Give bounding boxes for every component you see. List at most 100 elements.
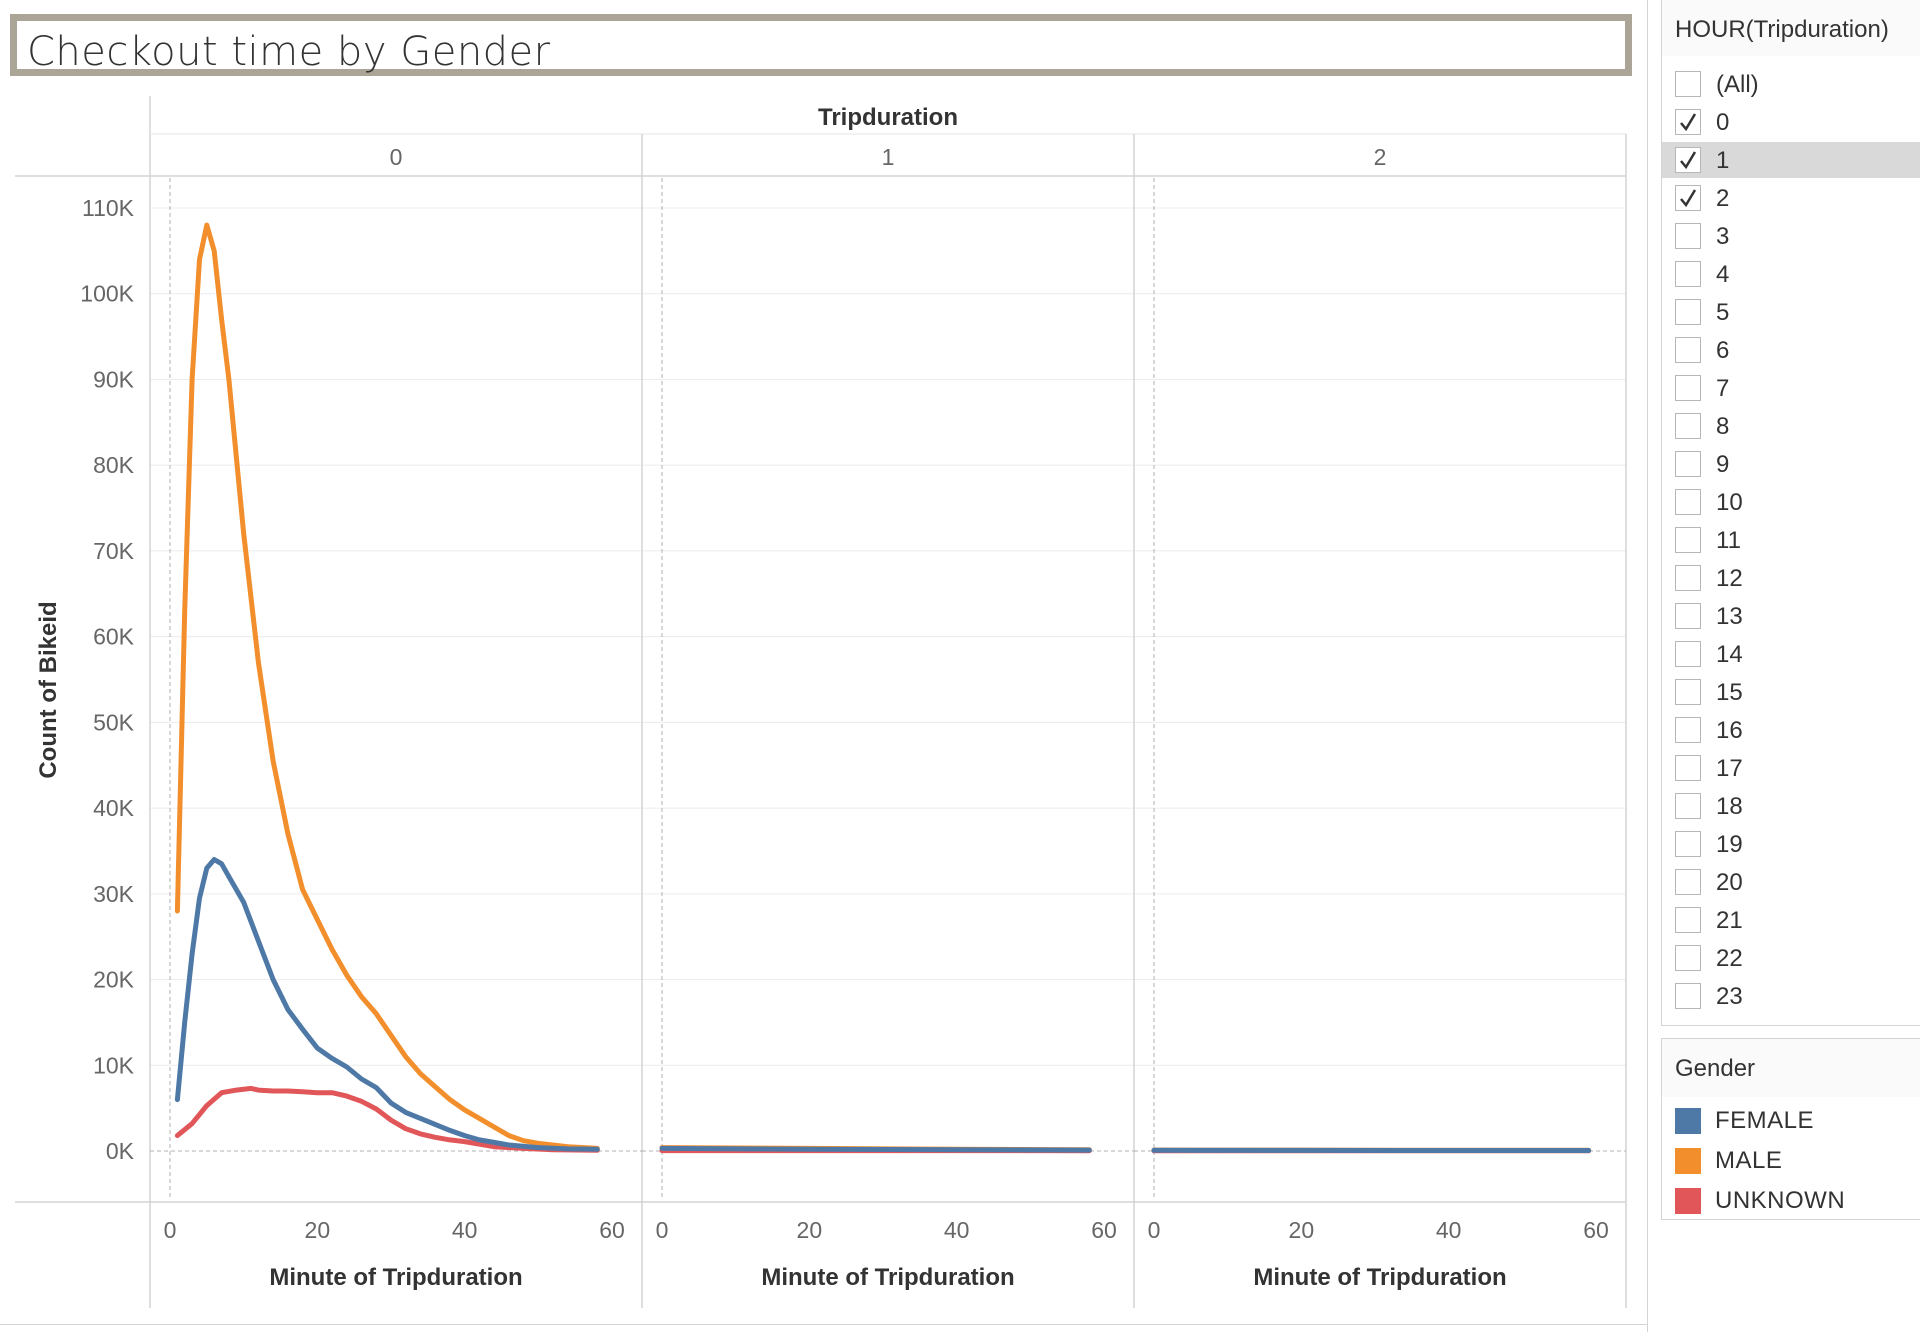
x-tick-label: 20: [1289, 1217, 1315, 1243]
hour-filter-label: 22: [1716, 945, 1743, 972]
hour-filter-label: 9: [1716, 451, 1730, 478]
panel-header: 0: [390, 144, 403, 170]
x-axis-title: Minute of Tripduration: [269, 1264, 522, 1291]
hour-filter-item[interactable]: 4: [1662, 256, 1920, 292]
hour-filter-label: 8: [1716, 413, 1730, 440]
horizontal-divider: [0, 1324, 1647, 1325]
checkbox[interactable]: [1675, 223, 1701, 249]
hour-filter-item[interactable]: 14: [1662, 636, 1920, 672]
hour-filter-label: 3: [1716, 223, 1730, 250]
hour-filter-label: 20: [1716, 869, 1743, 896]
hour-filter-item[interactable]: 2: [1662, 180, 1920, 216]
checkbox[interactable]: [1675, 641, 1701, 667]
hour-filter-label: 21: [1716, 907, 1743, 934]
checkbox[interactable]: [1675, 375, 1701, 401]
checkbox[interactable]: [1675, 299, 1701, 325]
hour-filter-label: 4: [1716, 261, 1730, 288]
checkbox[interactable]: [1675, 755, 1701, 781]
hour-filter-label: 12: [1716, 565, 1743, 592]
hour-filter-label: 16: [1716, 717, 1743, 744]
checkbox[interactable]: [1675, 945, 1701, 971]
legend-label: UNKNOWN: [1715, 1187, 1846, 1214]
checkbox[interactable]: [1675, 603, 1701, 629]
hour-filter-label: 19: [1716, 831, 1743, 858]
checkbox[interactable]: [1675, 527, 1701, 553]
checkbox[interactable]: [1675, 489, 1701, 515]
hour-filter-item[interactable]: 19: [1662, 826, 1920, 862]
hour-filter-item[interactable]: 0: [1662, 104, 1920, 140]
checkbox[interactable]: [1675, 109, 1701, 135]
hour-filter-item[interactable]: 7: [1662, 370, 1920, 406]
x-tick-label: 20: [305, 1217, 331, 1243]
hour-filter-label: 6: [1716, 337, 1730, 364]
hour-filter-item[interactable]: 18: [1662, 788, 1920, 824]
hour-filter-item[interactable]: 17: [1662, 750, 1920, 786]
checkmark-icon: [1680, 189, 1697, 208]
hour-filter-item[interactable]: 12: [1662, 560, 1920, 596]
hour-filter-item[interactable]: 1: [1662, 142, 1920, 178]
hour-filter-label: 23: [1716, 983, 1743, 1010]
hour-filter-item[interactable]: 10: [1662, 484, 1920, 520]
hour-filter-item[interactable]: 21: [1662, 902, 1920, 938]
hour-filter-item[interactable]: 3: [1662, 218, 1920, 254]
y-tick-label: 70K: [93, 538, 135, 564]
hour-filter-item[interactable]: 5: [1662, 294, 1920, 330]
series-line-female: [659, 1145, 1092, 1153]
x-tick-label: 40: [1436, 1217, 1462, 1243]
checkbox[interactable]: [1675, 793, 1701, 819]
checkbox[interactable]: [1675, 869, 1701, 895]
x-tick-label: 20: [797, 1217, 823, 1243]
hour-filter-label: 18: [1716, 793, 1743, 820]
y-tick-label: 30K: [93, 881, 135, 907]
hour-filter-item[interactable]: 15: [1662, 674, 1920, 710]
legend-swatch: [1675, 1108, 1701, 1134]
legend-swatch: [1675, 1188, 1701, 1214]
checkbox[interactable]: [1675, 907, 1701, 933]
hour-filter-item[interactable]: 22: [1662, 940, 1920, 976]
checkbox[interactable]: [1675, 679, 1701, 705]
checkbox[interactable]: [1675, 565, 1701, 591]
checkbox[interactable]: [1675, 451, 1701, 477]
panel-header: 1: [882, 144, 895, 170]
checkbox[interactable]: [1675, 717, 1701, 743]
hour-filter-item[interactable]: 23: [1662, 978, 1920, 1014]
hour-filter-label: 13: [1716, 603, 1743, 630]
hour-filter-label: 0: [1716, 109, 1730, 136]
x-axis-title: Minute of Tripduration: [1253, 1264, 1506, 1291]
hour-filter-item[interactable]: 9: [1662, 446, 1920, 482]
checkbox[interactable]: [1675, 831, 1701, 857]
hour-filter-label: 2: [1716, 185, 1730, 212]
hour-filter-item[interactable]: 13: [1662, 598, 1920, 634]
vertical-divider: [1647, 0, 1648, 1332]
checkbox[interactable]: [1675, 185, 1701, 211]
legend-swatch: [1675, 1148, 1701, 1174]
x-tick-label: 60: [1091, 1217, 1117, 1243]
hour-filter-label: 17: [1716, 755, 1743, 782]
y-tick-label: 100K: [80, 281, 134, 307]
hour-filter-label: 7: [1716, 375, 1730, 402]
hour-filter-item[interactable]: 16: [1662, 712, 1920, 748]
hour-filter-item[interactable]: 8: [1662, 408, 1920, 444]
checkbox[interactable]: [1675, 337, 1701, 363]
checkbox[interactable]: [1675, 983, 1701, 1009]
hour-filter-item[interactable]: 20: [1662, 864, 1920, 900]
x-tick-label: 0: [1148, 1217, 1161, 1243]
checkmark-icon: [1680, 113, 1697, 132]
legend-label: MALE: [1715, 1147, 1783, 1174]
x-tick-label: 60: [1583, 1217, 1609, 1243]
gender-legend-header: [1662, 1039, 1920, 1097]
y-axis-title: Count of Bikeid: [35, 601, 62, 778]
x-tick-label: 60: [599, 1217, 625, 1243]
x-tick-label: 0: [656, 1217, 669, 1243]
hour-filter-header: [1662, 0, 1920, 56]
checkbox[interactable]: [1675, 413, 1701, 439]
checkbox[interactable]: [1675, 71, 1701, 97]
x-tick-label: 40: [452, 1217, 478, 1243]
x-tick-label: 0: [164, 1217, 177, 1243]
checkbox[interactable]: [1675, 147, 1701, 173]
hour-filter-item[interactable]: 11: [1662, 522, 1920, 558]
hour-filter-item[interactable]: (All): [1662, 66, 1920, 102]
hour-filter-item[interactable]: 6: [1662, 332, 1920, 368]
checkbox[interactable]: [1675, 261, 1701, 287]
